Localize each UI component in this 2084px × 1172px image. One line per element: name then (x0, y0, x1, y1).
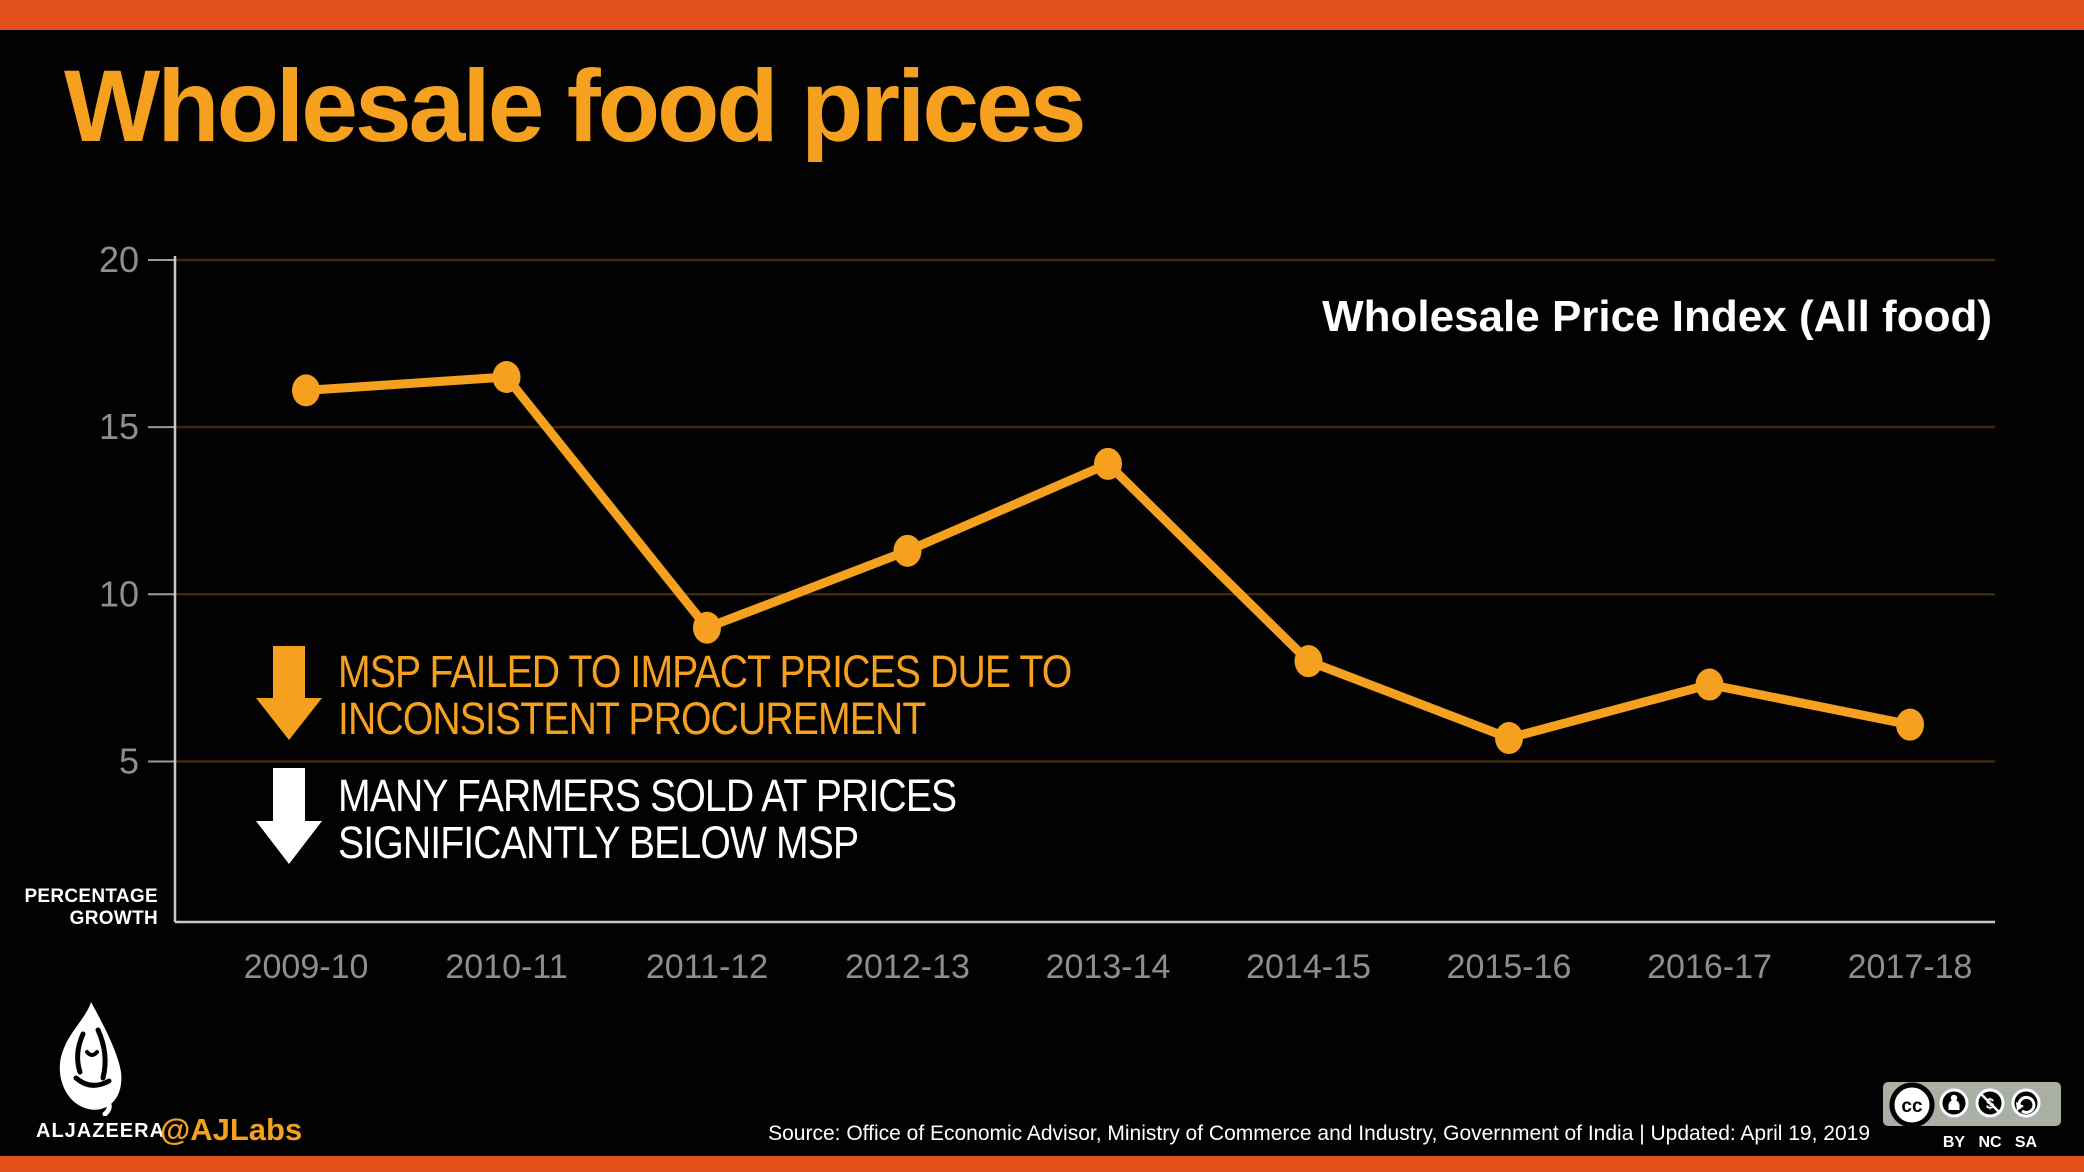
page-title: Wholesale food prices (64, 49, 1087, 163)
data-point-2016-17 (1695, 668, 1724, 701)
annotation-msp-line1: MSP FAILED TO IMPACT PRICES DUE TO (338, 646, 1072, 697)
aljazeera-flame-logo-icon (59, 1002, 122, 1116)
x-tick-label-2017-18: 2017-18 (1847, 948, 1973, 986)
y-tick-label-20: 20 (99, 239, 139, 280)
data-point-2017-18 (1896, 708, 1924, 741)
data-point-2012-13 (893, 534, 922, 567)
x-tick-label-2009-10: 2009-10 (243, 948, 369, 986)
data-point-2010-11 (492, 361, 521, 394)
annotation-farmers-line2: SIGNIFICANTLY BELOW MSP (338, 817, 859, 868)
y-axis-title: PERCENTAGE GROWTH (0, 886, 158, 930)
series-legend: Wholesale Price Index (All food) (1322, 292, 1992, 341)
data-point-2009-10 (292, 374, 320, 407)
y-axis-title-line1: PERCENTAGE (24, 886, 158, 907)
data-point-2015-16 (1495, 722, 1523, 755)
annotation-farmers: MANY FARMERS SOLD AT PRICES SIGNIFICANTL… (338, 770, 957, 868)
data-point-2011-12 (693, 611, 721, 644)
x-tick-label-2011-12: 2011-12 (645, 948, 769, 986)
aljazeera-wordmark: ALJAZEERA (36, 1120, 166, 1142)
source-credit: Source: Office of Economic Advisor, Mini… (768, 1122, 1870, 1145)
data-point-2013-14 (1094, 447, 1122, 480)
bottom-accent-bar (0, 1156, 2084, 1172)
x-tick-label-2010-11: 2010-11 (445, 948, 568, 986)
y-tick-label-10: 10 (99, 573, 139, 614)
annotation-farmers-line1: MANY FARMERS SOLD AT PRICES (338, 770, 957, 821)
x-tick-label-2013-14: 2013-14 (1045, 948, 1171, 986)
ajlabs-handle: @AJLabs (160, 1112, 303, 1147)
cc-label-by: BY (1943, 1134, 1966, 1151)
cc-label-sa: SA (2015, 1134, 2038, 1151)
y-tick-label-15: 15 (99, 406, 139, 447)
svg-text:cc: cc (1901, 1096, 1923, 1117)
data-point-2014-15 (1294, 645, 1323, 678)
creative-commons-license-icon: cc $ BY NC SA (1883, 1082, 2061, 1151)
x-tick-label-2015-16: 2015-16 (1446, 948, 1572, 986)
down-arrow-orange-icon (256, 646, 322, 740)
top-accent-bar (0, 0, 2084, 30)
x-tick-label-2012-13: 2012-13 (845, 948, 970, 986)
x-tick-label-2014-15: 2014-15 (1246, 948, 1371, 986)
down-arrow-white-icon (256, 768, 322, 864)
y-axis-title-line2: GROWTH (69, 908, 158, 929)
y-tick-label-5: 5 (119, 740, 139, 781)
annotation-msp: MSP FAILED TO IMPACT PRICES DUE TO INCON… (338, 646, 1072, 744)
cc-label-nc: NC (1978, 1134, 2002, 1151)
x-tick-label-2016-17: 2016-17 (1647, 948, 1772, 986)
annotation-msp-line2: INCONSISTENT PROCUREMENT (338, 693, 926, 744)
